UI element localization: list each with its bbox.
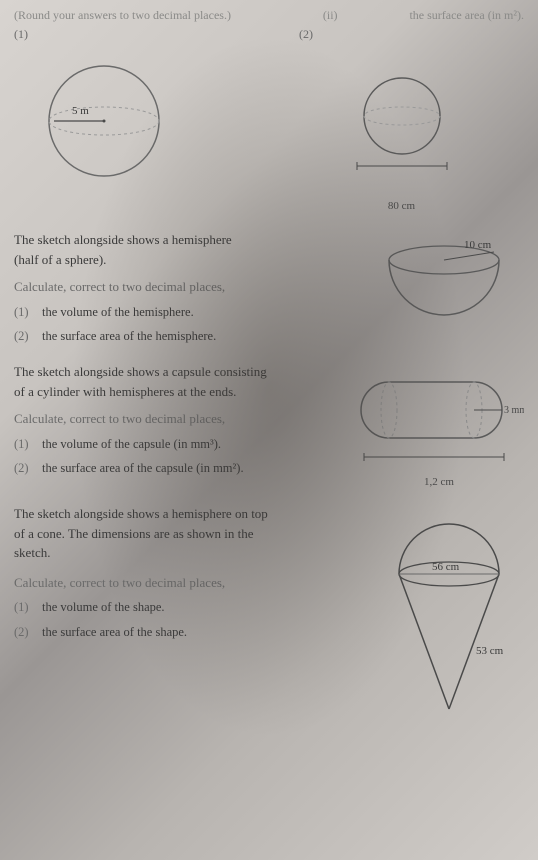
- cone-diameter-label: 56 cm: [432, 561, 460, 573]
- p3-item-2: (2) the surface area of the capsule (in …: [14, 459, 267, 478]
- p4-item-1-n: (1): [14, 598, 32, 617]
- p3-item-1-t: the volume of the capsule (in mm³).: [42, 435, 221, 454]
- p2-line-1: The sketch alongside shows a hemisphere: [14, 230, 232, 250]
- p3-item-1: (1) the volume of the capsule (in mm³).: [14, 435, 267, 454]
- cone-hemisphere-diagram: 56 cm 53 cm: [374, 504, 524, 724]
- capsule-radius-label: 3 mm: [504, 405, 524, 416]
- p3-item-1-n: (1): [14, 435, 32, 454]
- capsule-diagram: 3 mm: [354, 362, 524, 472]
- sphere-1-diagram: 5 m: [14, 46, 194, 196]
- p2-line-2: (half of a sphere).: [14, 250, 232, 270]
- cone-diagram-box: 56 cm 53 cm: [374, 504, 524, 724]
- p4-text: The sketch alongside shows a hemisphere …: [14, 504, 268, 642]
- p3-line-2: of a cylinder with hemispheres at the en…: [14, 382, 267, 402]
- p4-item-2-t: the surface area of the shape.: [42, 623, 187, 642]
- p2-item-2-t: the surface area of the hemisphere.: [42, 327, 216, 346]
- p2-item-2: (2) the surface area of the hemisphere.: [14, 327, 232, 346]
- problem-1-left: (1) 5 m: [14, 27, 259, 212]
- p1-num-left: (1): [14, 27, 259, 42]
- p3-item-2-n: (2): [14, 459, 32, 478]
- problem-1-right: (2) 80 cm: [279, 27, 524, 212]
- p3-instruct: Calculate, correct to two decimal places…: [14, 409, 267, 429]
- capsule-diagram-box: 3 mm 1,2 cm: [354, 362, 524, 488]
- page-header: (Round your answers to two decimal place…: [14, 8, 524, 23]
- header-left: (Round your answers to two decimal place…: [14, 8, 231, 23]
- problem-3: The sketch alongside shows a capsule con…: [14, 362, 524, 488]
- p2-item-1-t: the volume of the hemisphere.: [42, 303, 194, 322]
- p4-line-1: The sketch alongside shows a hemisphere …: [14, 504, 268, 524]
- p2-item-1: (1) the volume of the hemisphere.: [14, 303, 232, 322]
- p3-line-1: The sketch alongside shows a capsule con…: [14, 362, 267, 382]
- p1-num-right: (2): [299, 27, 313, 42]
- p4-item-2-n: (2): [14, 623, 32, 642]
- p4-item-1-t: the volume of the shape.: [42, 598, 165, 617]
- sphere-2-diameter: 80 cm: [388, 200, 415, 212]
- cone-slant-label: 53 cm: [476, 645, 504, 657]
- p2-text: The sketch alongside shows a hemisphere …: [14, 230, 232, 346]
- p3-item-2-t: the surface area of the capsule (in mm²)…: [42, 459, 244, 478]
- p4-item-2: (2) the surface area of the shape.: [14, 623, 268, 642]
- capsule-width-label: 1,2 cm: [354, 476, 524, 488]
- p2-item-2-n: (2): [14, 327, 32, 346]
- header-right: the surface area (in m²).: [409, 8, 524, 23]
- p4-instruct: Calculate, correct to two decimal places…: [14, 573, 268, 593]
- problem-1: (1) 5 m (2) 80 cm: [14, 27, 524, 212]
- sphere-1-radius-label: 5 m: [72, 105, 89, 117]
- p4-line-3: sketch.: [14, 543, 268, 563]
- problem-4: The sketch alongside shows a hemisphere …: [14, 504, 524, 724]
- problem-2: The sketch alongside shows a hemisphere …: [14, 230, 524, 346]
- p4-item-1: (1) the volume of the shape.: [14, 598, 268, 617]
- hemisphere-diagram: 10 cm: [364, 230, 524, 330]
- p2-item-1-n: (1): [14, 303, 32, 322]
- hemisphere-diagram-box: 10 cm: [364, 230, 524, 346]
- header-ii: (ii): [323, 8, 338, 23]
- p4-line-2: of a cone. The dimensions are as shown i…: [14, 524, 268, 544]
- p3-text: The sketch alongside shows a capsule con…: [14, 362, 267, 488]
- hemisphere-radius-label: 10 cm: [464, 239, 492, 251]
- p2-instruct: Calculate, correct to two decimal places…: [14, 277, 232, 297]
- sphere-2-diagram: [337, 66, 467, 196]
